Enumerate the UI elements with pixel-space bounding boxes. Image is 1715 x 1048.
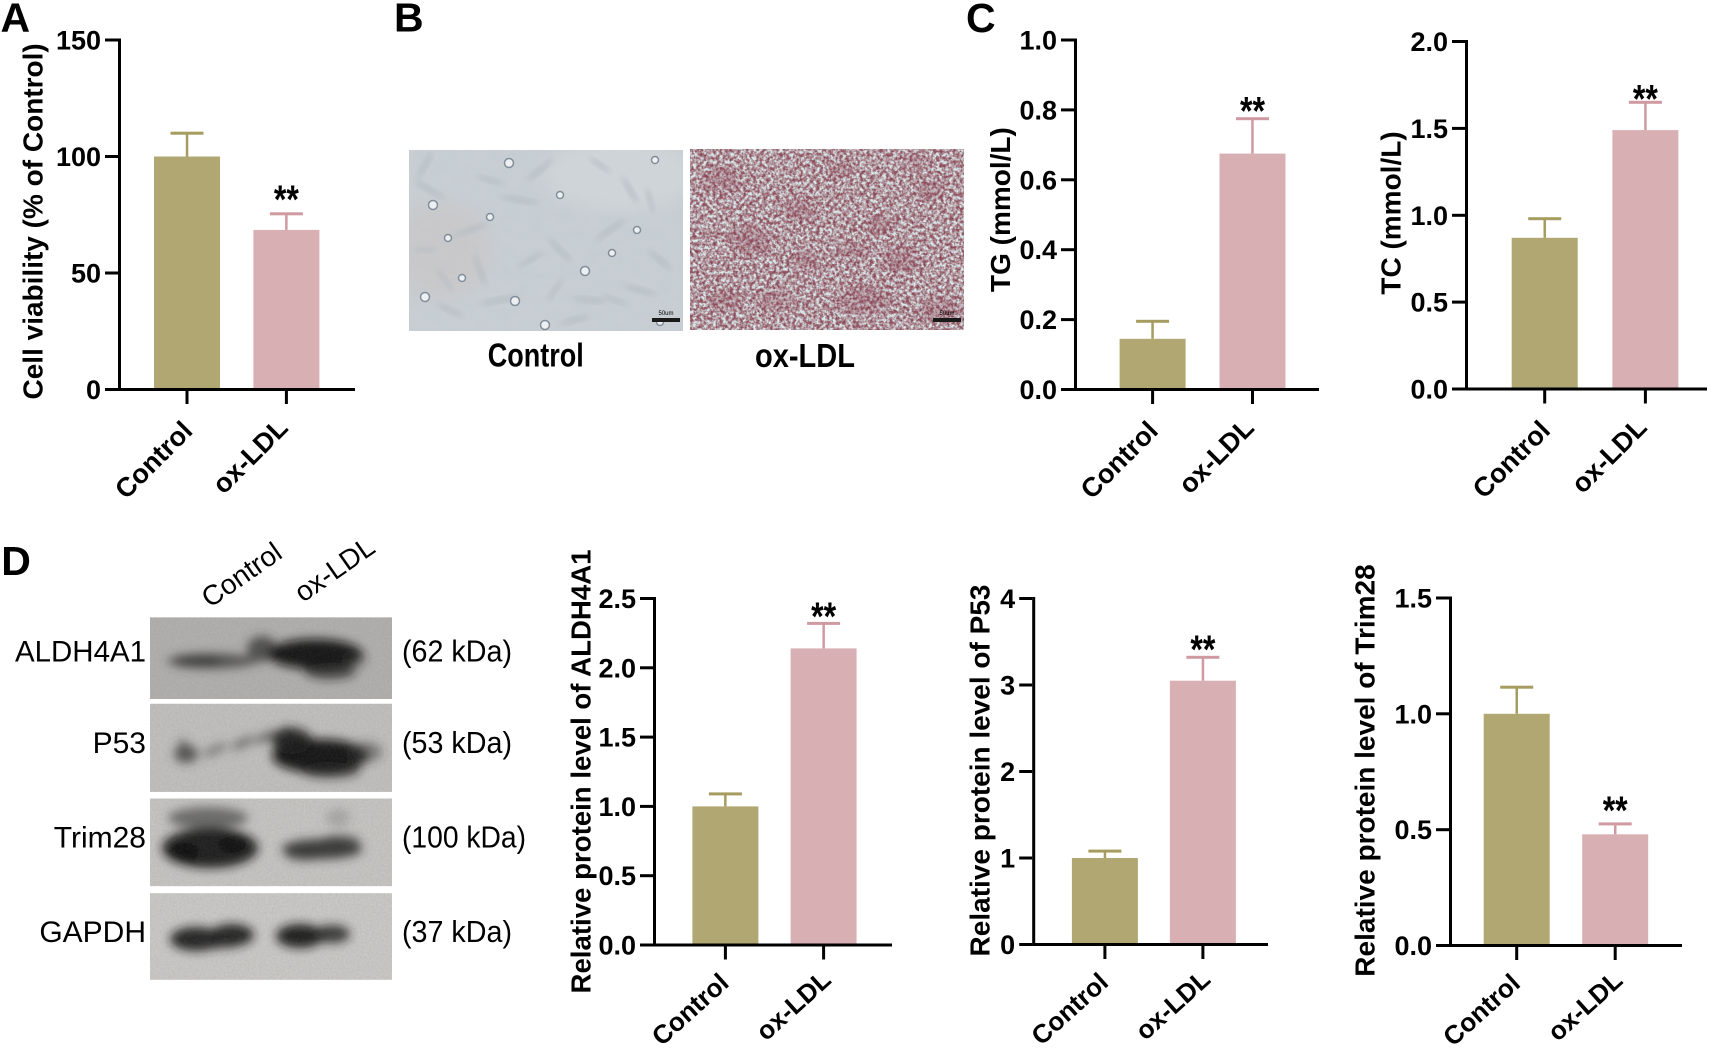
svg-text:1.0: 1.0 bbox=[598, 792, 636, 822]
svg-text:Control: Control bbox=[1437, 968, 1526, 1048]
svg-text:Control: Control bbox=[646, 967, 735, 1048]
svg-text:0.5: 0.5 bbox=[1410, 288, 1448, 318]
svg-text:1.5: 1.5 bbox=[1410, 114, 1448, 144]
svg-text:ALDH4A1: ALDH4A1 bbox=[15, 636, 146, 669]
svg-text:TC (mmol/L): TC (mmol/L) bbox=[1376, 131, 1407, 294]
svg-text:ox-LDL: ox-LDL bbox=[755, 338, 855, 375]
svg-text:1.5: 1.5 bbox=[598, 723, 636, 753]
svg-text:(100 kDa): (100 kDa) bbox=[402, 820, 526, 855]
svg-text:0.5: 0.5 bbox=[1394, 815, 1432, 845]
svg-text:P53: P53 bbox=[93, 727, 146, 760]
svg-text:1.0: 1.0 bbox=[1410, 201, 1448, 231]
svg-text:0.6: 0.6 bbox=[1019, 165, 1057, 195]
svg-text:0: 0 bbox=[86, 375, 101, 405]
svg-text:150: 150 bbox=[56, 26, 101, 56]
svg-text:4: 4 bbox=[1000, 584, 1015, 614]
svg-text:0.0: 0.0 bbox=[598, 931, 636, 961]
svg-text:0.8: 0.8 bbox=[1019, 95, 1057, 125]
svg-text:ox-LDL: ox-LDL bbox=[1129, 964, 1216, 1046]
svg-text:50um: 50um bbox=[939, 311, 954, 317]
svg-text:Control: Control bbox=[1025, 967, 1114, 1048]
svg-text:**: ** bbox=[811, 595, 836, 639]
svg-text:Relative protein level of ALDH: Relative protein level of ALDH4A1 bbox=[566, 550, 597, 994]
svg-text:ox-LDL: ox-LDL bbox=[1173, 413, 1260, 500]
svg-text:(62 kDa): (62 kDa) bbox=[402, 634, 512, 669]
svg-text:GAPDH: GAPDH bbox=[39, 916, 146, 949]
svg-text:2.0: 2.0 bbox=[598, 653, 636, 683]
svg-text:0.0: 0.0 bbox=[1394, 931, 1432, 961]
svg-text:(37 kDa): (37 kDa) bbox=[402, 914, 512, 949]
svg-text:ox-LDL: ox-LDL bbox=[1542, 965, 1629, 1047]
svg-text:Relative protein level of Trim: Relative protein level of Trim28 bbox=[1350, 564, 1381, 976]
svg-text:Control: Control bbox=[109, 416, 198, 505]
svg-text:2: 2 bbox=[1000, 757, 1015, 787]
svg-text:D: D bbox=[1, 538, 31, 584]
svg-text:Control: Control bbox=[196, 536, 288, 613]
svg-text:ox-LDL: ox-LDL bbox=[750, 964, 837, 1046]
svg-text:ox-LDL: ox-LDL bbox=[289, 531, 381, 608]
svg-text:0.0: 0.0 bbox=[1019, 375, 1057, 405]
svg-text:**: ** bbox=[274, 178, 299, 222]
svg-text:100: 100 bbox=[56, 142, 101, 172]
svg-text:Control: Control bbox=[488, 338, 584, 375]
svg-text:0.0: 0.0 bbox=[1410, 375, 1448, 405]
svg-text:(53 kDa): (53 kDa) bbox=[402, 725, 512, 760]
svg-text:2.0: 2.0 bbox=[1410, 27, 1448, 57]
svg-text:Control: Control bbox=[1075, 416, 1164, 505]
svg-text:**: ** bbox=[1633, 78, 1658, 122]
svg-text:Cell viability (% of Control): Cell viability (% of Control) bbox=[18, 43, 49, 399]
svg-text:1.0: 1.0 bbox=[1394, 699, 1432, 729]
svg-text:ox-LDL: ox-LDL bbox=[207, 413, 294, 500]
svg-text:C: C bbox=[966, 0, 996, 41]
svg-text:0.5: 0.5 bbox=[598, 861, 636, 891]
svg-text:ox-LDL: ox-LDL bbox=[1566, 412, 1653, 499]
svg-text:TG (mmol/L): TG (mmol/L) bbox=[985, 127, 1016, 292]
svg-text:Control: Control bbox=[1467, 415, 1556, 504]
svg-text:**: ** bbox=[1190, 628, 1215, 672]
svg-text:A: A bbox=[1, 0, 31, 40]
svg-text:1.5: 1.5 bbox=[1394, 584, 1432, 614]
svg-text:1: 1 bbox=[1000, 844, 1015, 874]
svg-text:50um: 50um bbox=[658, 311, 673, 317]
svg-text:3: 3 bbox=[1000, 671, 1015, 701]
svg-text:50: 50 bbox=[71, 259, 101, 289]
svg-text:**: ** bbox=[1603, 789, 1628, 833]
svg-text:0.4: 0.4 bbox=[1019, 235, 1057, 265]
svg-text:Relative protein level of P53: Relative protein level of P53 bbox=[965, 585, 996, 957]
svg-text:0: 0 bbox=[1000, 930, 1015, 960]
svg-text:B: B bbox=[394, 0, 424, 40]
svg-text:1.0: 1.0 bbox=[1019, 26, 1057, 56]
svg-text:2.5: 2.5 bbox=[598, 584, 636, 614]
svg-text:**: ** bbox=[1240, 90, 1265, 134]
svg-text:Trim28: Trim28 bbox=[54, 822, 146, 855]
svg-text:0.2: 0.2 bbox=[1019, 305, 1057, 335]
